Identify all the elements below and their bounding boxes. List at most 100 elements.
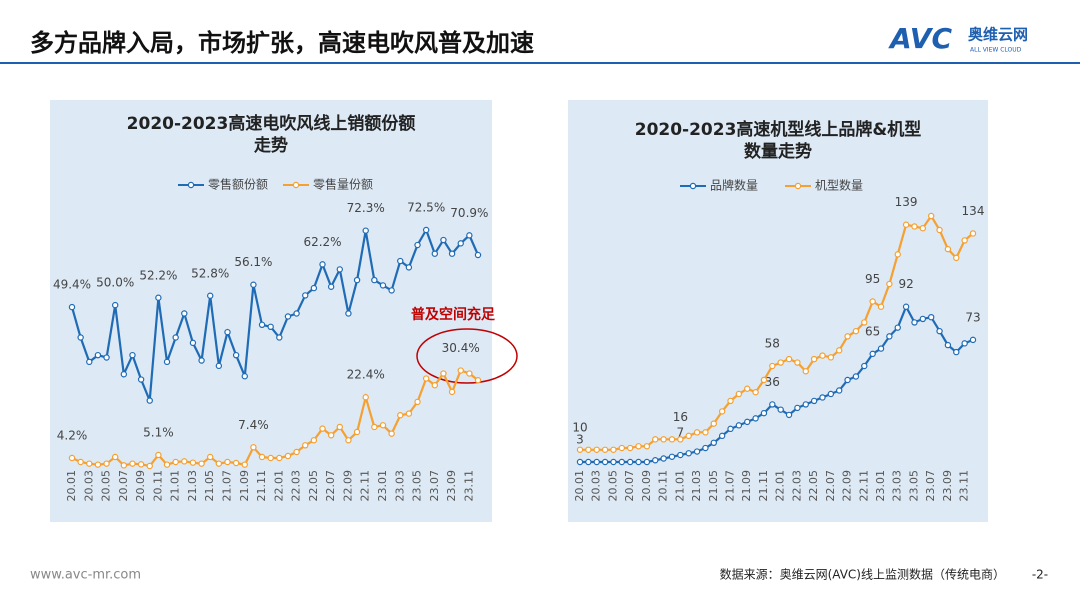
x-tick-label: 22.03 xyxy=(790,470,803,502)
annotation: 普及空间充足 xyxy=(411,306,496,323)
x-tick-label: 23.05 xyxy=(907,470,920,502)
x-tick-label: 20.07 xyxy=(117,470,130,502)
point xyxy=(626,458,634,466)
x-tick-label: 22.11 xyxy=(857,470,870,502)
point xyxy=(422,226,430,234)
point xyxy=(961,237,968,244)
point xyxy=(474,251,482,259)
point xyxy=(911,319,918,326)
point xyxy=(576,458,584,466)
point xyxy=(336,266,343,273)
x-tick-label: 20.07 xyxy=(623,470,636,502)
data-label: 3 xyxy=(576,433,584,447)
point xyxy=(466,232,473,239)
point xyxy=(635,458,642,466)
x-tick-label: 23.07 xyxy=(924,470,937,502)
point xyxy=(927,212,935,220)
point xyxy=(276,334,283,341)
chart-panel xyxy=(50,100,492,522)
point xyxy=(267,454,274,462)
point xyxy=(610,446,617,453)
point xyxy=(293,310,300,317)
point xyxy=(250,281,257,288)
data-label: 134 xyxy=(962,204,985,218)
point xyxy=(224,458,231,466)
data-label: 92 xyxy=(898,277,913,291)
point xyxy=(120,371,128,378)
point xyxy=(785,355,793,363)
x-tick-label: 22.03 xyxy=(290,470,303,502)
x-tick-label: 22.07 xyxy=(824,470,837,502)
point xyxy=(440,370,447,377)
x-tick-label: 22.01 xyxy=(774,470,787,502)
logo-name: 奥维云网 xyxy=(968,26,1028,44)
point xyxy=(345,437,352,444)
point xyxy=(397,257,404,265)
point xyxy=(379,422,387,429)
legend-label: 零售额份额 xyxy=(208,177,268,192)
website: www.avc-mr.com xyxy=(30,568,141,583)
point xyxy=(936,327,943,335)
data-label: 7 xyxy=(677,426,685,440)
point xyxy=(155,451,162,459)
x-tick-label: 20.03 xyxy=(590,470,603,502)
point xyxy=(760,409,768,417)
point xyxy=(422,375,430,382)
data-label: 52.2% xyxy=(139,268,177,282)
point xyxy=(405,264,413,271)
x-tick-label: 23.09 xyxy=(941,470,954,502)
point xyxy=(327,432,335,439)
point xyxy=(953,254,960,262)
point xyxy=(744,385,751,392)
x-tick-label: 23.07 xyxy=(428,470,441,502)
x-tick-label: 23.09 xyxy=(445,470,458,502)
point xyxy=(685,432,692,440)
x-tick-label: 23.01 xyxy=(376,470,389,502)
x-tick-label: 21.07 xyxy=(220,470,233,502)
point xyxy=(466,370,473,377)
legend-marker xyxy=(689,182,697,190)
point xyxy=(911,223,918,230)
point xyxy=(735,422,743,429)
data-label: 22.4% xyxy=(347,368,385,382)
point xyxy=(319,261,326,268)
point xyxy=(284,313,292,320)
x-tick-label: 20.05 xyxy=(606,470,619,502)
data-label: 72.5% xyxy=(407,201,445,215)
x-tick-label: 21.03 xyxy=(690,470,703,502)
x-tick-label: 21.11 xyxy=(255,470,268,502)
point xyxy=(258,453,266,461)
x-tick-label: 20.09 xyxy=(134,470,147,502)
point xyxy=(668,453,676,460)
x-tick-label: 22.11 xyxy=(359,470,372,502)
data-label: 10 xyxy=(572,420,587,434)
point xyxy=(927,313,935,321)
point xyxy=(232,459,240,467)
x-tick-label: 22.09 xyxy=(341,470,354,502)
x-tick-label: 20.01 xyxy=(573,470,586,502)
data-label: 65 xyxy=(865,324,880,338)
data-label: 49.4% xyxy=(53,278,91,292)
point xyxy=(727,425,734,433)
point xyxy=(777,359,784,366)
point xyxy=(327,283,335,290)
data-label: 4.2% xyxy=(57,428,88,442)
point xyxy=(902,303,910,310)
data-label: 52.8% xyxy=(191,266,229,280)
point xyxy=(310,437,318,444)
point xyxy=(752,415,759,422)
x-tick-label: 23.03 xyxy=(393,470,406,502)
x-tick-label: 22.09 xyxy=(841,470,854,502)
x-tick-label: 23.11 xyxy=(462,470,475,502)
header-rule xyxy=(0,62,1080,64)
point xyxy=(397,412,404,419)
point xyxy=(77,458,84,466)
point xyxy=(802,368,809,375)
point xyxy=(207,292,214,299)
point xyxy=(802,401,809,408)
point xyxy=(146,462,153,470)
point xyxy=(362,227,369,234)
point xyxy=(163,358,171,366)
point xyxy=(902,221,910,228)
point xyxy=(310,284,318,292)
